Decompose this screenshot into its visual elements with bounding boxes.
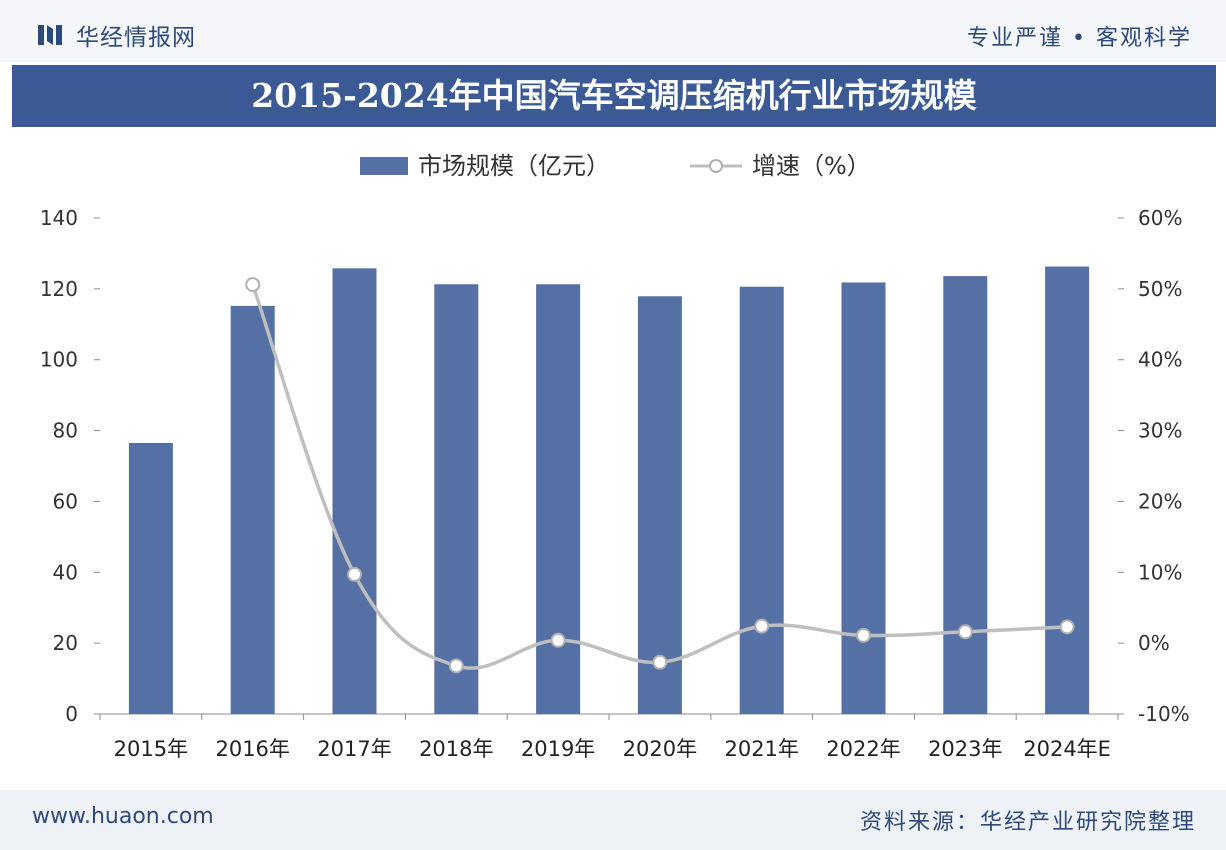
x-tick-label: 2020年 [623, 737, 697, 761]
x-tick-label: 2022年 [826, 737, 900, 761]
bar [536, 284, 581, 714]
growth-point [652, 654, 668, 670]
brand-logo-icon [38, 25, 62, 45]
y-left-tick-label: 80 [53, 419, 78, 443]
y-right-tick-label: 10% [1138, 560, 1182, 584]
growth-point [754, 618, 770, 634]
y-left-tick-label: 0 [65, 702, 78, 726]
x-tick-label: 2019年 [521, 737, 595, 761]
legend-bar-label: 市场规模（亿元） [418, 152, 610, 180]
y-left-tick-label: 60 [53, 489, 78, 513]
x-tick-label: 2023年 [928, 737, 1002, 761]
brand-name: 华经情报网 [76, 25, 196, 51]
growth-point [856, 627, 871, 643]
x-tick-label: 2017年 [317, 737, 391, 761]
growth-point [957, 624, 973, 640]
bar [230, 305, 275, 714]
y-right-tick-label: 60% [1138, 206, 1182, 230]
growth-point [448, 658, 464, 674]
y-left-tick-label: 20 [53, 631, 78, 655]
y-right-tick-label: 40% [1138, 348, 1182, 372]
x-tick-label: 2024年E [1023, 737, 1111, 761]
bar [1045, 266, 1090, 714]
y-left-tick-label: 120 [40, 277, 78, 301]
brand: 华经情报网 [38, 20, 196, 51]
x-tick-label: 2018年 [419, 737, 493, 761]
y-right-tick-label: 50% [1138, 277, 1182, 301]
y-right-tick-label: -10% [1138, 702, 1190, 726]
footer-bar: www.huaon.com 资料来源：华经产业研究院整理 [0, 790, 1226, 850]
bar [332, 268, 377, 714]
growth-point [245, 277, 261, 293]
website-link[interactable]: www.huaon.com [32, 804, 214, 829]
bar [841, 282, 886, 714]
chart-area: 0 20 40 60 80 100 120 140 -10% 0% 10% 20% 30% 40% 50% 6… [0, 130, 1226, 790]
y-left-tick-label: 40 [53, 560, 78, 584]
chart-title: 2015-2024年中国汽车空调压缩机行业市场规模 [12, 65, 1216, 127]
bar [943, 276, 988, 714]
y-left-tick-label: 140 [40, 206, 78, 230]
growth-point [550, 632, 566, 648]
legend-line-marker [709, 159, 723, 173]
x-tick-label: 2015年 [114, 737, 188, 761]
x-tick-label: 2021年 [724, 737, 798, 761]
growth-point [1059, 619, 1075, 635]
bar [128, 442, 173, 714]
y-right-tick-label: 20% [1138, 489, 1182, 513]
y-left-tick-label: 100 [40, 348, 78, 372]
x-tick-label: 2016年 [215, 737, 289, 761]
y-right-tick-label: 30% [1138, 419, 1182, 443]
header-bar: 华经情报网 专业严谨 • 客观科学 [0, 0, 1226, 62]
bar [739, 286, 784, 714]
legend-line-label: 增速（%） [752, 152, 871, 180]
bar [434, 284, 479, 714]
chart-svg: 0 20 40 60 80 100 120 140 -10% 0% 10% 20% 30% 40% 50% 6… [40, 152, 1190, 761]
slogan: 专业严谨 • 客观科学 [967, 26, 1192, 51]
growth-point [347, 566, 362, 582]
bar [637, 296, 682, 714]
y-right-tick-label: 0% [1138, 631, 1170, 655]
data-source: 资料来源：华经产业研究院整理 [859, 810, 1196, 835]
legend-bar-swatch [360, 157, 408, 175]
